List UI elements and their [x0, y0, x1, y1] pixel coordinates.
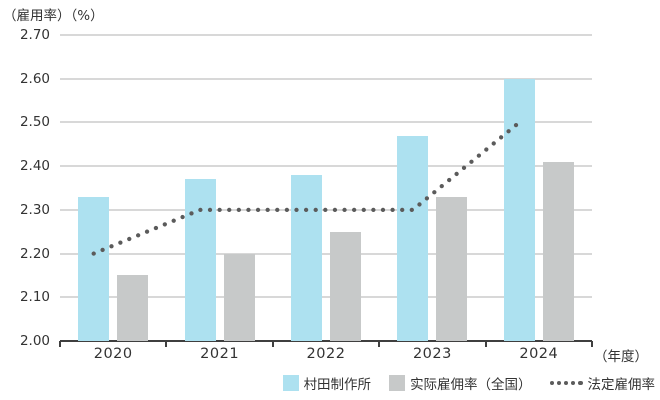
gridline: [60, 34, 592, 36]
y-tick-label: 2.60: [19, 70, 50, 87]
x-axis-tick: [378, 341, 381, 347]
x-tick-label: 2021: [200, 346, 240, 362]
x-axis-tick: [165, 341, 168, 347]
y-tick-label: 2.10: [19, 289, 50, 306]
legend-item-murata: 村田制作所: [282, 373, 372, 393]
y-tick-label: 2.50: [19, 114, 50, 131]
x-tick-label: 2023: [412, 346, 452, 362]
bar-murata-2022: [291, 174, 322, 341]
x-axis-tick: [271, 341, 274, 347]
bar-national-2022: [330, 231, 361, 341]
x-axis-tick: [59, 341, 61, 347]
x-axis-unit: （年度）: [594, 349, 648, 365]
bar-murata-2023: [397, 135, 429, 341]
legend-label-national: 实际雇佣率（全国）: [410, 377, 532, 393]
x-tick-label: 2020: [93, 346, 133, 362]
legend: 村田制作所 实际雇佣率（全国） 法定雇佣率: [282, 373, 656, 393]
bar-murata-2021: [184, 179, 216, 341]
murata-series-swatch: [282, 375, 299, 391]
y-tick-label: 2.20: [19, 245, 50, 262]
legend-item-statutory: 法定雇佣率: [549, 373, 656, 393]
bar-national-2020: [117, 275, 149, 341]
national-series-swatch: [389, 375, 406, 391]
bar-murata-2020: [78, 196, 110, 341]
legend-item-national: 实际雇佣率（全国）: [389, 373, 532, 393]
y-axis-title: （雇用率）（%）: [3, 8, 104, 24]
bar-murata-2024: [503, 78, 535, 341]
y-tick-label: 2.40: [19, 158, 50, 175]
x-axis-tick: [591, 341, 593, 347]
bar-national-2021: [223, 253, 255, 341]
gridline: [60, 77, 592, 80]
legend-label-murata: 村田制作所: [303, 377, 372, 393]
legend-label-statutory: 法定雇佣率: [587, 377, 656, 393]
x-axis-tick: [484, 341, 487, 347]
gridline: [60, 296, 592, 299]
x-axis-line: [60, 340, 592, 342]
y-tick-label: 2.30: [19, 201, 50, 218]
statutory-series-swatch: [549, 380, 583, 386]
x-tick-label: 2022: [306, 346, 346, 362]
bar-national-2024: [542, 161, 574, 341]
y-tick-label: 2.00: [19, 333, 50, 349]
x-tick-label: 2024: [519, 346, 559, 362]
y-tick-label: 2.70: [19, 27, 50, 43]
bar-national-2023: [436, 196, 468, 341]
